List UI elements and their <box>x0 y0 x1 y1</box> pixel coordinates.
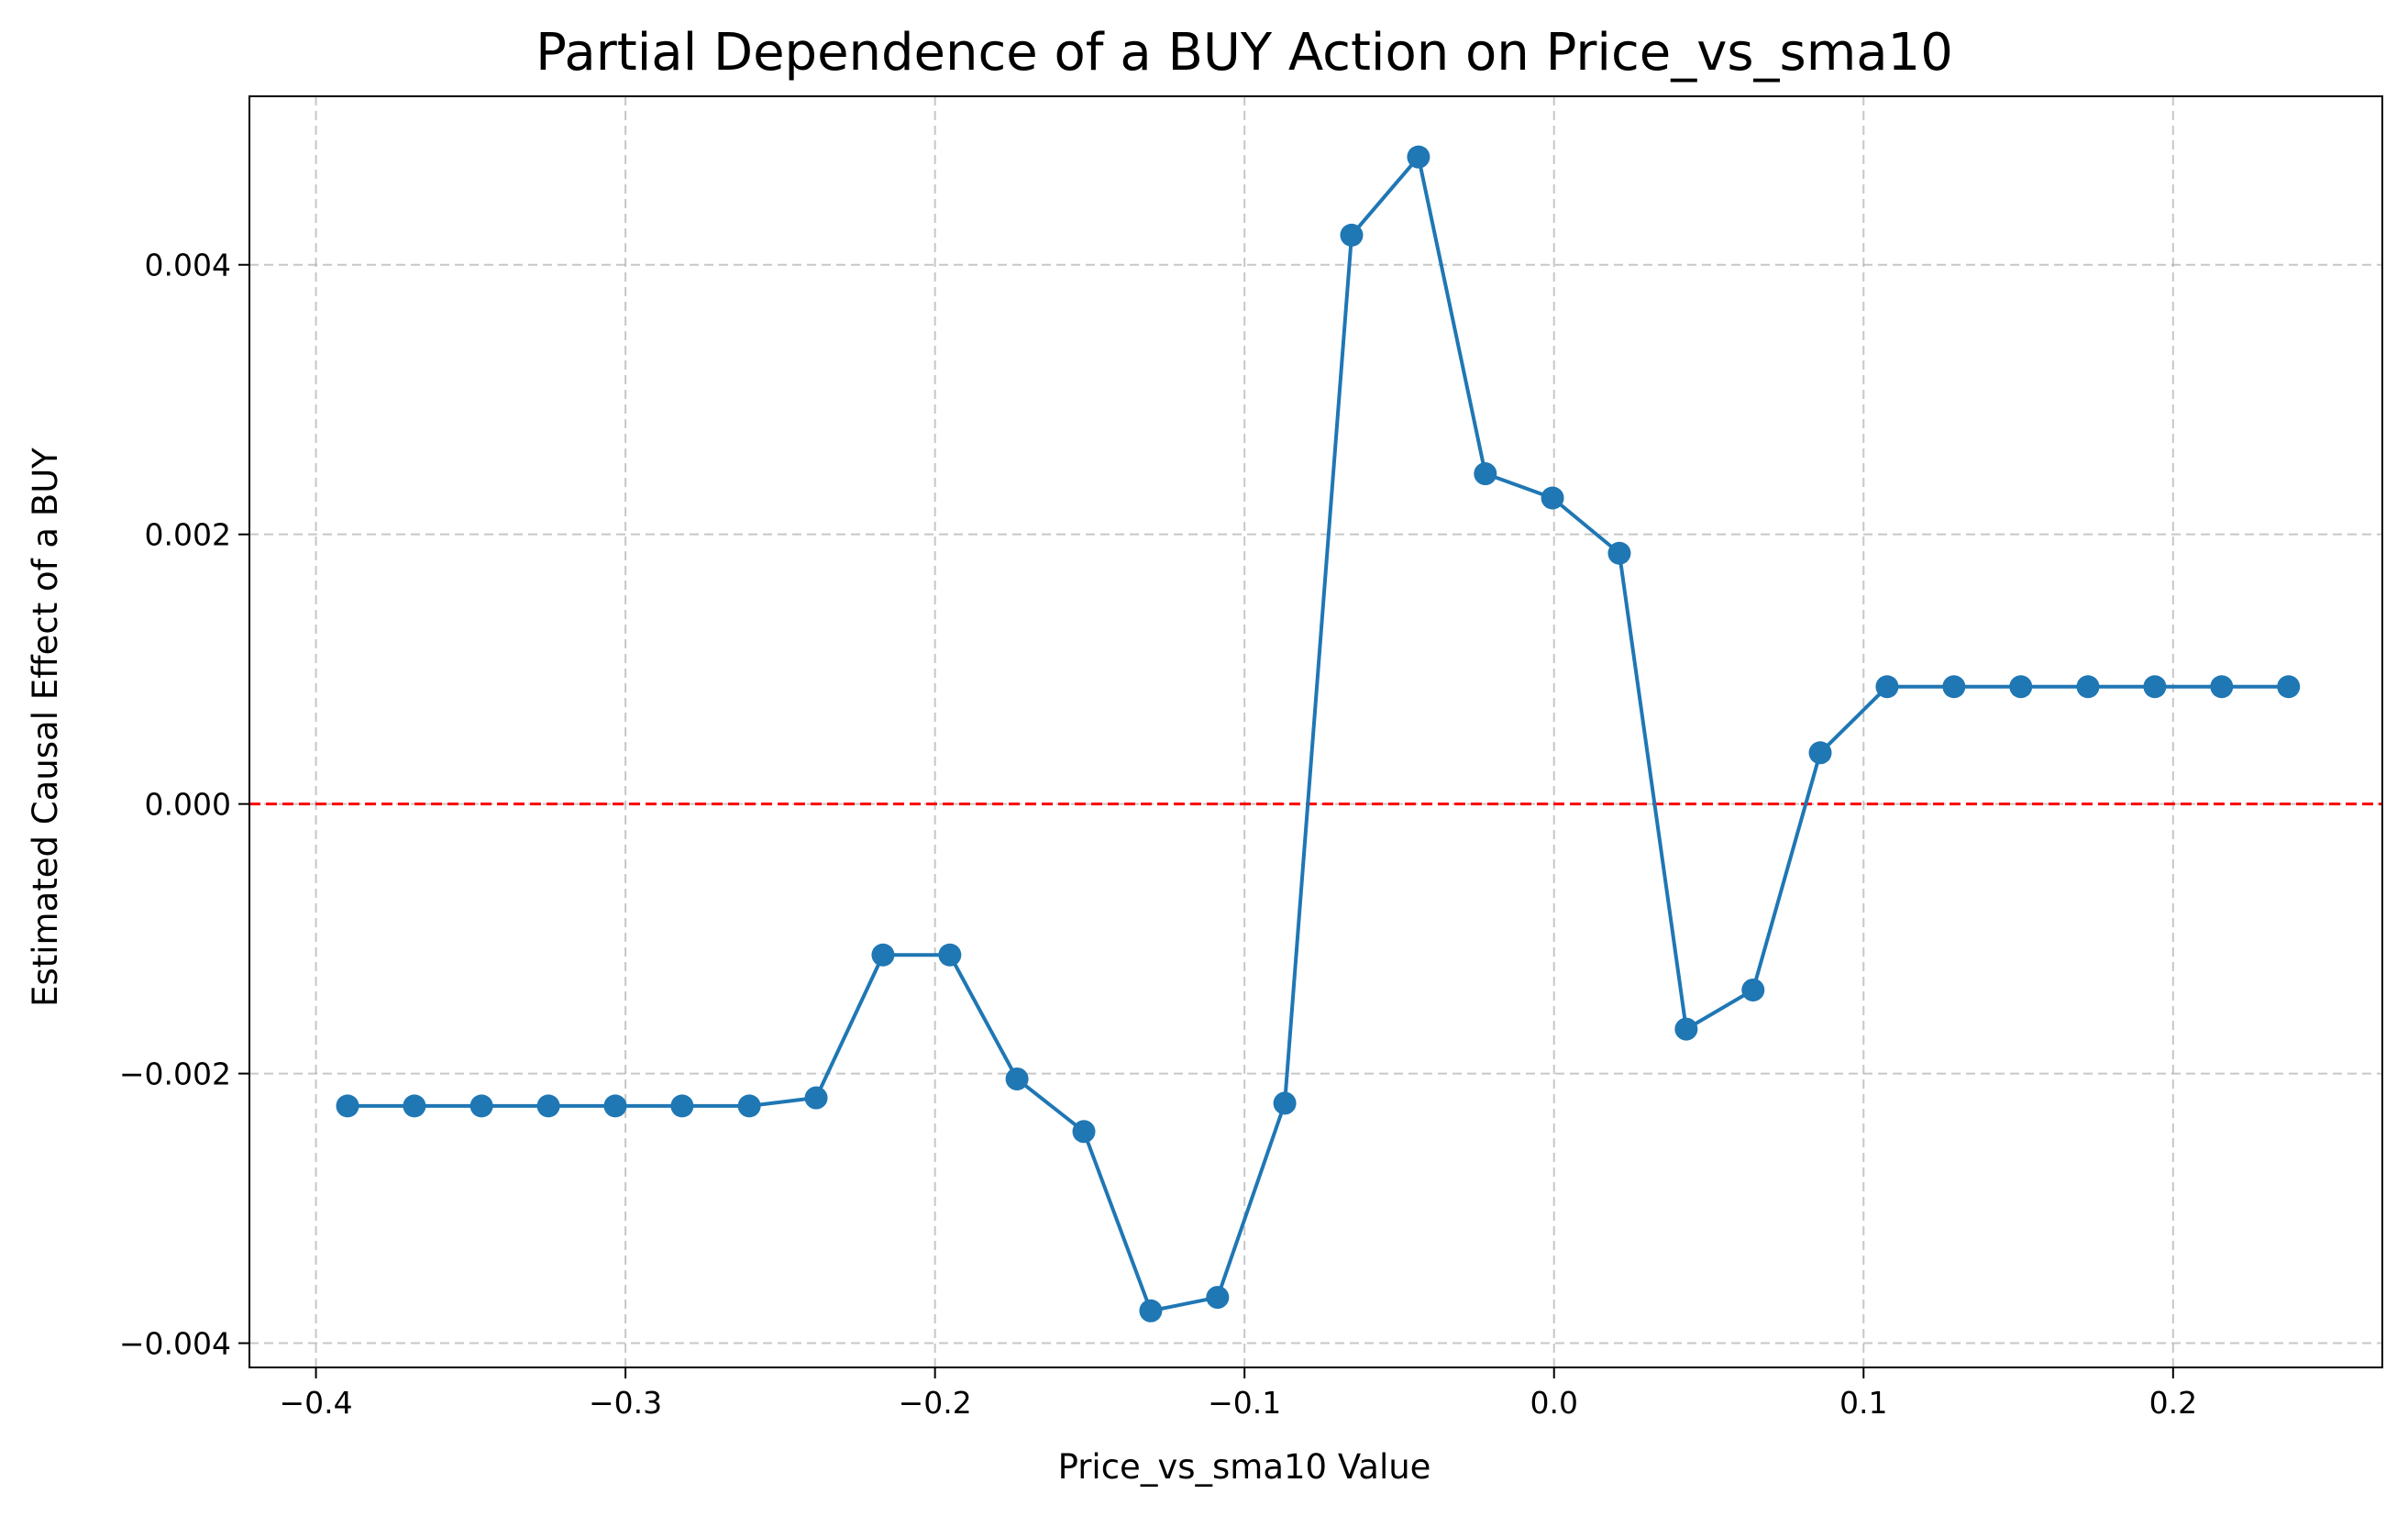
y-tick-label: −0.002 <box>119 1057 231 1092</box>
data-point <box>2143 675 2167 699</box>
data-point <box>2009 675 2033 699</box>
y-tick-label: −0.004 <box>119 1326 231 1362</box>
data-point <box>1741 978 1765 1001</box>
data-point <box>1273 1091 1297 1115</box>
y-tick-label: 0.000 <box>145 787 231 823</box>
x-tick-label: −0.4 <box>280 1385 353 1421</box>
data-point <box>938 943 962 967</box>
data-point <box>2277 675 2301 699</box>
data-point <box>336 1094 359 1118</box>
x-tick-label: −0.1 <box>1208 1385 1281 1421</box>
data-point <box>1206 1286 1230 1310</box>
data-point <box>670 1094 694 1118</box>
data-point <box>804 1086 828 1110</box>
x-tick-label: 0.2 <box>2149 1385 2197 1421</box>
data-point <box>1474 462 1497 486</box>
data-point <box>603 1094 627 1118</box>
y-tick-label: 0.002 <box>145 517 231 553</box>
x-tick-label: −0.2 <box>899 1385 972 1421</box>
data-point <box>2210 675 2234 699</box>
data-point <box>403 1094 426 1118</box>
y-axis-label: Estimated Causal Effect of a BUY <box>26 448 65 1007</box>
y-tick-label: 0.004 <box>145 248 231 283</box>
data-point <box>1942 675 1966 699</box>
x-axis-ticks: −0.4 −0.3 −0.2 −0.1 0.0 0.1 0.2 <box>280 1367 2197 1421</box>
y-axis-ticks: −0.004 −0.002 0.000 0.002 0.004 <box>119 248 249 1362</box>
data-point <box>1875 675 1899 699</box>
x-axis-label: Price_vs_sma10 Value <box>1058 1447 1431 1487</box>
data-point <box>1674 1017 1698 1041</box>
data-point <box>469 1094 493 1118</box>
data-point <box>536 1094 560 1118</box>
series-group <box>336 145 2301 1322</box>
x-tick-label: 0.1 <box>1839 1385 1887 1421</box>
plot-frame <box>249 95 2383 1368</box>
data-point <box>1139 1299 1163 1322</box>
data-point <box>737 1094 761 1118</box>
data-point <box>1541 486 1564 510</box>
data-point <box>871 943 895 967</box>
data-point <box>2076 675 2100 699</box>
data-point <box>1808 741 1832 765</box>
data-point <box>1607 541 1631 565</box>
data-point <box>1005 1067 1029 1090</box>
data-point <box>1340 223 1364 247</box>
chart-title: Partial Dependence of a BUY Action on Pr… <box>536 23 1953 83</box>
x-tick-label: 0.0 <box>1530 1385 1577 1421</box>
data-point <box>1407 145 1430 169</box>
x-tick-label: −0.3 <box>589 1385 662 1421</box>
data-point <box>1072 1120 1096 1144</box>
